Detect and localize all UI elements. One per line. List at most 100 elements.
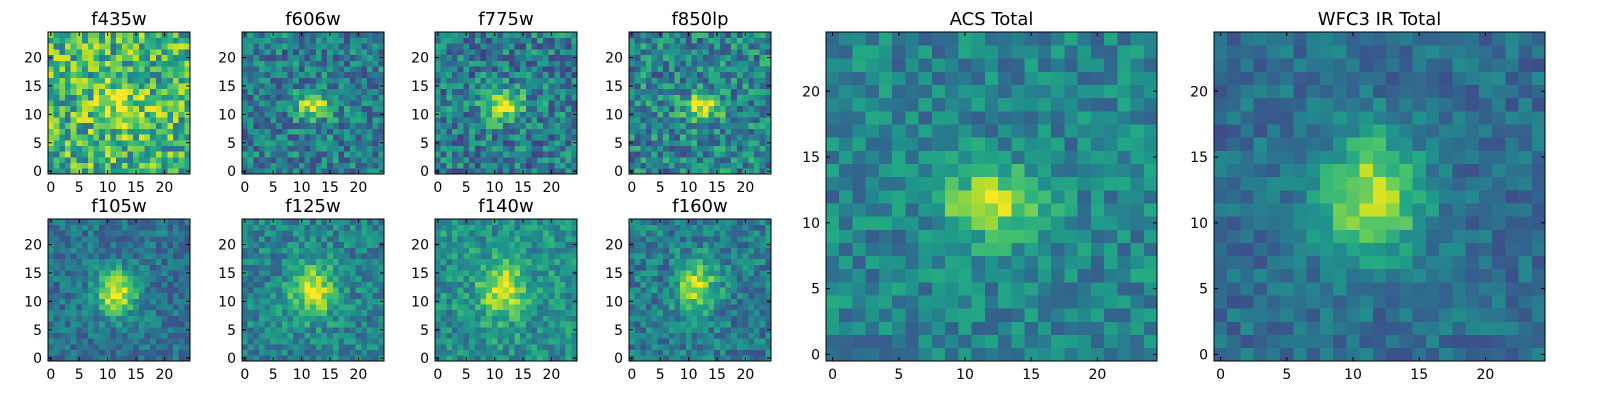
pixel-cell [486, 355, 493, 362]
pixel-cell [759, 111, 766, 118]
pixel-cell [736, 332, 743, 339]
pixel-cell [372, 309, 379, 316]
pixel-cell [110, 128, 117, 135]
pixel-cell [480, 270, 487, 277]
pixel-cell [99, 258, 106, 265]
pixel-cell [680, 54, 687, 61]
pixel-cell [298, 128, 305, 135]
pixel-cell [685, 287, 692, 294]
pixel-cell [344, 122, 351, 129]
pixel-cell [178, 156, 185, 163]
pixel-cell [259, 309, 266, 316]
pixel-cell [565, 349, 572, 356]
pixel-cell [338, 145, 345, 152]
pixel-cell [133, 37, 140, 44]
pixel-cell [668, 349, 675, 356]
pixel-cell [474, 37, 481, 44]
pixel-cell [463, 111, 470, 118]
pixel-cell [321, 219, 328, 226]
pixel-cell [178, 94, 185, 101]
pixel-cell [525, 77, 532, 84]
pixel-cell [634, 77, 641, 84]
pixel-cell [247, 43, 254, 50]
pixel-cell [486, 151, 493, 158]
pixel-cell [514, 309, 521, 316]
pixel-cell [155, 258, 162, 265]
pixel-cell [287, 241, 294, 248]
pixel-cell [646, 145, 653, 152]
pixel-cell [469, 349, 476, 356]
pixel-cell [736, 338, 743, 345]
pixel-cell [310, 100, 317, 107]
pixel-cell [93, 117, 100, 124]
pixel-cell [668, 128, 675, 135]
pixel-cell [514, 281, 521, 288]
pixel-cell [247, 117, 254, 124]
pixel-cell [366, 156, 373, 163]
pixel-cell [508, 270, 515, 277]
pixel-cell [155, 71, 162, 78]
pixel-cell [281, 88, 288, 95]
pixel-cell [349, 247, 356, 254]
pixel-cell [446, 304, 453, 311]
pixel-cell [742, 77, 749, 84]
pixel-cell [697, 32, 704, 39]
pixel-cell [270, 94, 277, 101]
pixel-cell [435, 230, 442, 237]
pixel-cell [270, 292, 277, 299]
pixel-cell [264, 275, 271, 282]
axes-frame [628, 31, 772, 175]
y-tick-label: 0 [227, 351, 236, 367]
pixel-cell [155, 315, 162, 322]
pixel-cell [457, 122, 464, 129]
pixel-cell [259, 247, 266, 254]
pixel-cell [525, 287, 532, 294]
pixel-cell [155, 168, 162, 175]
pixel-cell [469, 71, 476, 78]
pixel-cell [65, 247, 72, 254]
pixel-cell [65, 281, 72, 288]
pixel-cell [276, 66, 283, 73]
pixel-cell [344, 37, 351, 44]
pixel-cell [463, 49, 470, 56]
pixel-cell [725, 309, 732, 316]
pixel-cell [508, 219, 515, 226]
pixel-cell [497, 145, 504, 152]
pixel-cell [161, 309, 168, 316]
pixel-cell [70, 253, 77, 260]
pixel-cell [520, 156, 527, 163]
pixel-cell [349, 117, 356, 124]
pixel-cell [435, 321, 442, 328]
pixel-cell [440, 264, 447, 271]
pixel-cell [287, 270, 294, 277]
pixel-cell [304, 264, 311, 271]
pixel-cell [640, 270, 647, 277]
pixel-cell [657, 37, 664, 44]
pixel-cell [53, 258, 60, 265]
pixel-cell [99, 349, 106, 356]
pixel-cell [310, 275, 317, 282]
pixel-cell [474, 236, 481, 243]
pixel-cell [748, 49, 755, 56]
pixel-cell [508, 343, 515, 350]
pixel-cell [497, 253, 504, 260]
pixel-cell [332, 332, 339, 339]
pixel-cell [304, 168, 311, 175]
pixel-cell [327, 83, 334, 90]
pixel-cell [554, 151, 561, 158]
pixel-cell [332, 247, 339, 254]
pixel-cell [270, 151, 277, 158]
pixel-cell [668, 49, 675, 56]
pixel-cell [121, 60, 128, 67]
pixel-cell [531, 258, 538, 265]
pixel-cell [310, 343, 317, 350]
pixel-cell [452, 270, 459, 277]
pixel-cell [691, 349, 698, 356]
pixel-cell [491, 71, 498, 78]
pixel-cell [508, 241, 515, 248]
pixel-cell [178, 37, 185, 44]
pixel-cell [93, 83, 100, 90]
pixel-cell [247, 258, 254, 265]
pixel-cell [765, 287, 772, 294]
pixel-cell [293, 122, 300, 129]
